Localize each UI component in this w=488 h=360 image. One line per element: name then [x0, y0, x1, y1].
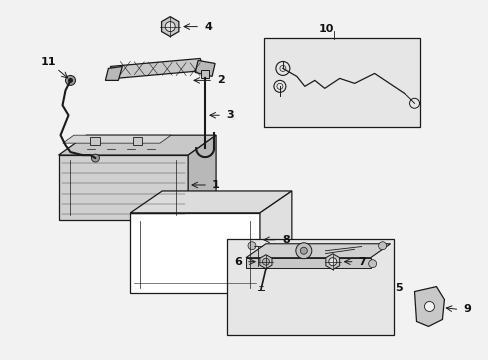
Circle shape	[91, 154, 99, 162]
Text: 6: 6	[234, 257, 242, 267]
Polygon shape	[62, 135, 171, 143]
Circle shape	[65, 75, 75, 85]
Circle shape	[300, 247, 306, 254]
Text: 2: 2	[217, 75, 224, 85]
Text: 11: 11	[41, 58, 56, 67]
Text: 3: 3	[225, 110, 233, 120]
Text: 7: 7	[358, 257, 366, 267]
Circle shape	[424, 302, 433, 311]
FancyBboxPatch shape	[226, 239, 393, 336]
Bar	[132, 137, 142, 145]
FancyBboxPatch shape	[264, 37, 420, 127]
Polygon shape	[59, 135, 216, 155]
Polygon shape	[195, 60, 215, 76]
Polygon shape	[130, 213, 260, 293]
Text: 4: 4	[203, 22, 212, 32]
Circle shape	[68, 78, 73, 83]
Polygon shape	[414, 287, 444, 327]
Polygon shape	[130, 191, 291, 213]
Text: 9: 9	[463, 305, 470, 315]
Circle shape	[295, 243, 311, 259]
Circle shape	[368, 260, 376, 268]
Polygon shape	[105, 67, 122, 80]
Polygon shape	[245, 258, 370, 268]
Circle shape	[247, 242, 255, 250]
Polygon shape	[260, 191, 291, 293]
Polygon shape	[188, 135, 216, 220]
Polygon shape	[245, 244, 390, 258]
Text: 10: 10	[318, 24, 334, 33]
Text: 1: 1	[212, 180, 220, 190]
Text: 8: 8	[281, 235, 289, 245]
Circle shape	[378, 242, 386, 250]
Circle shape	[262, 258, 269, 265]
Polygon shape	[110, 58, 204, 78]
Bar	[89, 137, 100, 145]
Polygon shape	[59, 155, 188, 220]
Text: 5: 5	[395, 283, 403, 293]
Bar	[201, 71, 209, 78]
Circle shape	[165, 22, 175, 32]
Circle shape	[328, 258, 336, 266]
